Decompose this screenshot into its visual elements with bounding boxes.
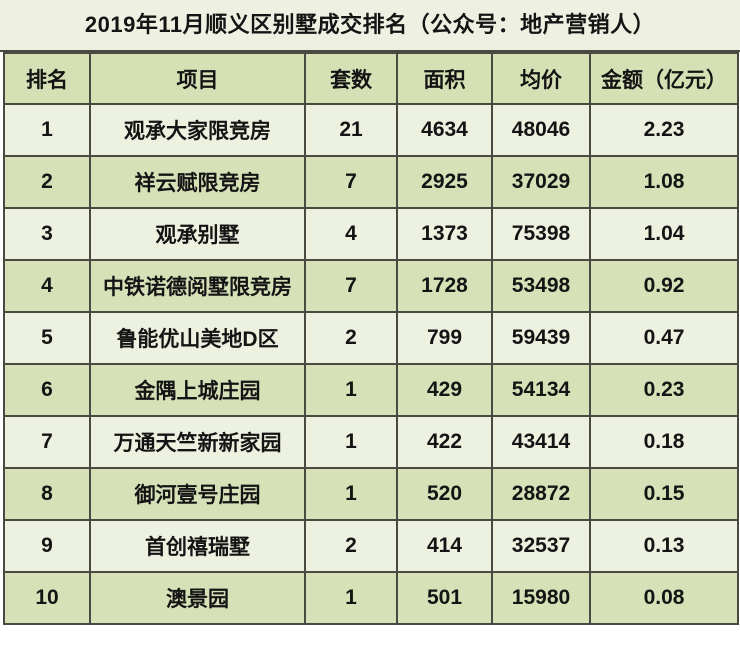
cell-area: 501 [396, 571, 493, 625]
cell-avg-price: 48046 [491, 103, 591, 157]
cell-amount: 0.08 [589, 571, 739, 625]
cell-rank: 7 [3, 415, 91, 469]
cell-project: 金隅上城庄园 [89, 363, 306, 417]
cell-avg-price: 54134 [491, 363, 591, 417]
cell-rank: 3 [3, 207, 91, 261]
header-cell-rank: 排名 [3, 52, 91, 105]
cell-rank: 8 [3, 467, 91, 521]
cell-amount: 1.04 [589, 207, 739, 261]
cell-project: 观承别墅 [89, 207, 306, 261]
cell-units: 1 [304, 415, 398, 469]
cell-project: 观承大家限竞房 [89, 103, 306, 157]
cell-amount: 2.23 [589, 103, 739, 157]
cell-amount: 0.15 [589, 467, 739, 521]
cell-area: 1373 [396, 207, 493, 261]
table-body: 1 观承大家限竞房 21 4634 48046 2.23 2 祥云赋限竞房 7 2925 37029… [3, 103, 739, 625]
cell-rank: 5 [3, 311, 91, 365]
cell-avg-price: 32537 [491, 519, 591, 573]
cell-amount: 0.47 [589, 311, 739, 365]
cell-amount: 0.13 [589, 519, 739, 573]
cell-area: 2925 [396, 155, 493, 209]
cell-avg-price: 75398 [491, 207, 591, 261]
cell-avg-price: 53498 [491, 259, 591, 313]
cell-rank: 1 [3, 103, 91, 157]
cell-units: 2 [304, 311, 398, 365]
cell-amount: 1.08 [589, 155, 739, 209]
cell-avg-price: 59439 [491, 311, 591, 365]
cell-project: 祥云赋限竞房 [89, 155, 306, 209]
cell-avg-price: 15980 [491, 571, 591, 625]
header-row: 排名 项目 套数 面积 均价 金额（亿元） [3, 52, 739, 105]
cell-units: 1 [304, 571, 398, 625]
header-cell-project: 项目 [89, 52, 306, 105]
cell-units: 7 [304, 155, 398, 209]
cell-units: 1 [304, 467, 398, 521]
sales-ranking-table: 排名 项目 套数 面积 均价 金额（亿元） 1 观承大家限竞房 21 4634 4804… [3, 52, 739, 625]
cell-area: 520 [396, 467, 493, 521]
cell-project: 澳景园 [89, 571, 306, 625]
cell-project: 鲁能优山美地D区 [89, 311, 306, 365]
header-cell-amount: 金额（亿元） [589, 52, 739, 105]
header-cell-area: 面积 [396, 52, 493, 105]
cell-area: 422 [396, 415, 493, 469]
page-title: 2019年11月顺义区别墅成交排名（公众号：地产营销人） [0, 0, 740, 52]
cell-area: 799 [396, 311, 493, 365]
cell-rank: 4 [3, 259, 91, 313]
cell-avg-price: 43414 [491, 415, 591, 469]
cell-project: 万通天竺新新家园 [89, 415, 306, 469]
cell-units: 2 [304, 519, 398, 573]
cell-rank: 10 [3, 571, 91, 625]
cell-units: 21 [304, 103, 398, 157]
cell-area: 414 [396, 519, 493, 573]
table-row: 1 观承大家限竞房 21 4634 48046 2.23 [3, 103, 739, 157]
cell-area: 429 [396, 363, 493, 417]
table-row: 6 金隅上城庄园 1 429 54134 0.23 [3, 363, 739, 417]
cell-area: 4634 [396, 103, 493, 157]
cell-units: 7 [304, 259, 398, 313]
table-row: 10 澳景园 1 501 15980 0.08 [3, 571, 739, 625]
cell-area: 1728 [396, 259, 493, 313]
table-row: 8 御河壹号庄园 1 520 28872 0.15 [3, 467, 739, 521]
cell-project: 首创禧瑞墅 [89, 519, 306, 573]
table-row: 7 万通天竺新新家园 1 422 43414 0.18 [3, 415, 739, 469]
header-cell-avg-price: 均价 [491, 52, 591, 105]
cell-rank: 2 [3, 155, 91, 209]
table-row: 5 鲁能优山美地D区 2 799 59439 0.47 [3, 311, 739, 365]
table-row: 4 中铁诺德阅墅限竞房 7 1728 53498 0.92 [3, 259, 739, 313]
cell-amount: 0.23 [589, 363, 739, 417]
cell-avg-price: 28872 [491, 467, 591, 521]
cell-rank: 9 [3, 519, 91, 573]
cell-project: 御河壹号庄园 [89, 467, 306, 521]
cell-units: 1 [304, 363, 398, 417]
cell-units: 4 [304, 207, 398, 261]
cell-avg-price: 37029 [491, 155, 591, 209]
cell-project: 中铁诺德阅墅限竞房 [89, 259, 306, 313]
header-cell-units: 套数 [304, 52, 398, 105]
table-row: 3 观承别墅 4 1373 75398 1.04 [3, 207, 739, 261]
cell-amount: 0.18 [589, 415, 739, 469]
cell-amount: 0.92 [589, 259, 739, 313]
table-row: 2 祥云赋限竞房 7 2925 37029 1.08 [3, 155, 739, 209]
cell-rank: 6 [3, 363, 91, 417]
table-row: 9 首创禧瑞墅 2 414 32537 0.13 [3, 519, 739, 573]
